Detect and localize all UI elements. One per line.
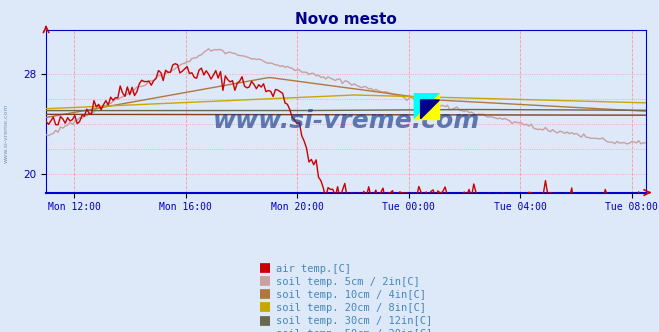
Polygon shape (420, 100, 440, 119)
Polygon shape (415, 94, 440, 119)
Text: www.si-vreme.com: www.si-vreme.com (212, 109, 480, 133)
Title: Novo mesto: Novo mesto (295, 12, 397, 27)
Text: www.si-vreme.com: www.si-vreme.com (3, 103, 9, 163)
Legend: air temp.[C], soil temp. 5cm / 2in[C], soil temp. 10cm / 4in[C], soil temp. 20cm: air temp.[C], soil temp. 5cm / 2in[C], s… (256, 260, 436, 332)
Polygon shape (415, 94, 440, 119)
